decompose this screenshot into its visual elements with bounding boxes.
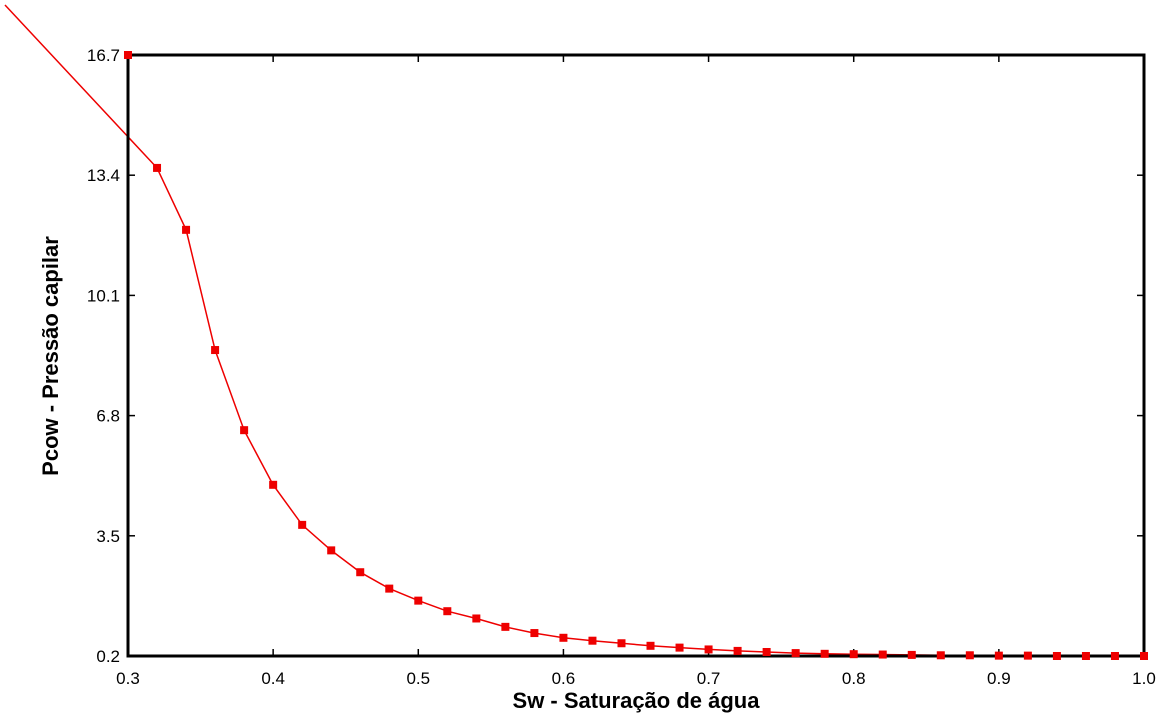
data-point bbox=[849, 650, 858, 659]
data-point bbox=[965, 651, 974, 660]
data-point bbox=[1110, 652, 1119, 660]
endpoint-marker bbox=[1140, 652, 1148, 660]
x-tick-label: 0.8 bbox=[842, 669, 866, 688]
data-point bbox=[617, 639, 626, 648]
data-point bbox=[414, 596, 423, 605]
y-tick-label: 13.4 bbox=[87, 166, 120, 185]
x-tick-label: 0.3 bbox=[116, 669, 140, 688]
data-point bbox=[820, 649, 829, 658]
data-point bbox=[588, 636, 597, 645]
data-point bbox=[327, 546, 336, 555]
data-point bbox=[646, 641, 655, 650]
data-point bbox=[356, 568, 365, 577]
y-tick-label: 10.1 bbox=[87, 286, 120, 305]
x-tick-label: 0.5 bbox=[406, 669, 430, 688]
x-tick-label: 0.6 bbox=[552, 669, 576, 688]
x-tick-label: 0.4 bbox=[261, 669, 285, 688]
y-tick-label: 6.8 bbox=[96, 407, 120, 426]
data-point bbox=[791, 649, 800, 658]
pcow-curve bbox=[4, 4, 1115, 657]
plot-frame bbox=[126, 53, 1146, 658]
data-point bbox=[501, 622, 510, 631]
y-axis-title: Pcow - Pressão capilar bbox=[38, 236, 63, 476]
marker-layer bbox=[124, 51, 1148, 660]
y-tick-label: 16.7 bbox=[87, 46, 120, 65]
data-point bbox=[559, 633, 568, 642]
data-point bbox=[182, 225, 191, 234]
ticks-layer: 0.3 0.4 0.5 0.6 0.7 0.8 0.9 1.0 0.2 3.5 6.8 10.1 13.… bbox=[87, 46, 1156, 688]
data-point bbox=[240, 426, 249, 435]
data-point bbox=[385, 584, 394, 593]
data-point bbox=[675, 643, 684, 652]
data-point bbox=[1052, 652, 1061, 660]
endpoint-marker bbox=[124, 51, 132, 59]
x-tick-label: 0.7 bbox=[697, 669, 721, 688]
data-point bbox=[704, 645, 713, 654]
x-tick-label: 1.0 bbox=[1132, 669, 1156, 688]
x-axis-title: Sw - Saturação de água bbox=[513, 688, 761, 713]
data-point bbox=[1081, 652, 1090, 660]
data-point bbox=[153, 163, 162, 172]
data-point bbox=[936, 651, 945, 660]
data-point bbox=[298, 520, 307, 529]
data-point bbox=[994, 651, 1003, 660]
y-tick-label: 0.2 bbox=[96, 647, 120, 666]
data-point bbox=[472, 614, 481, 623]
x-tick-label: 0.9 bbox=[987, 669, 1011, 688]
data-point bbox=[443, 607, 452, 616]
data-point bbox=[1023, 651, 1032, 660]
curve-layer bbox=[4, 4, 1115, 657]
data-point bbox=[878, 650, 887, 659]
data-point bbox=[211, 346, 220, 355]
data-point bbox=[733, 646, 742, 655]
data-point bbox=[530, 629, 539, 638]
data-point bbox=[762, 647, 771, 656]
y-tick-label: 3.5 bbox=[96, 527, 120, 546]
data-point bbox=[269, 480, 278, 489]
data-point bbox=[907, 650, 916, 659]
